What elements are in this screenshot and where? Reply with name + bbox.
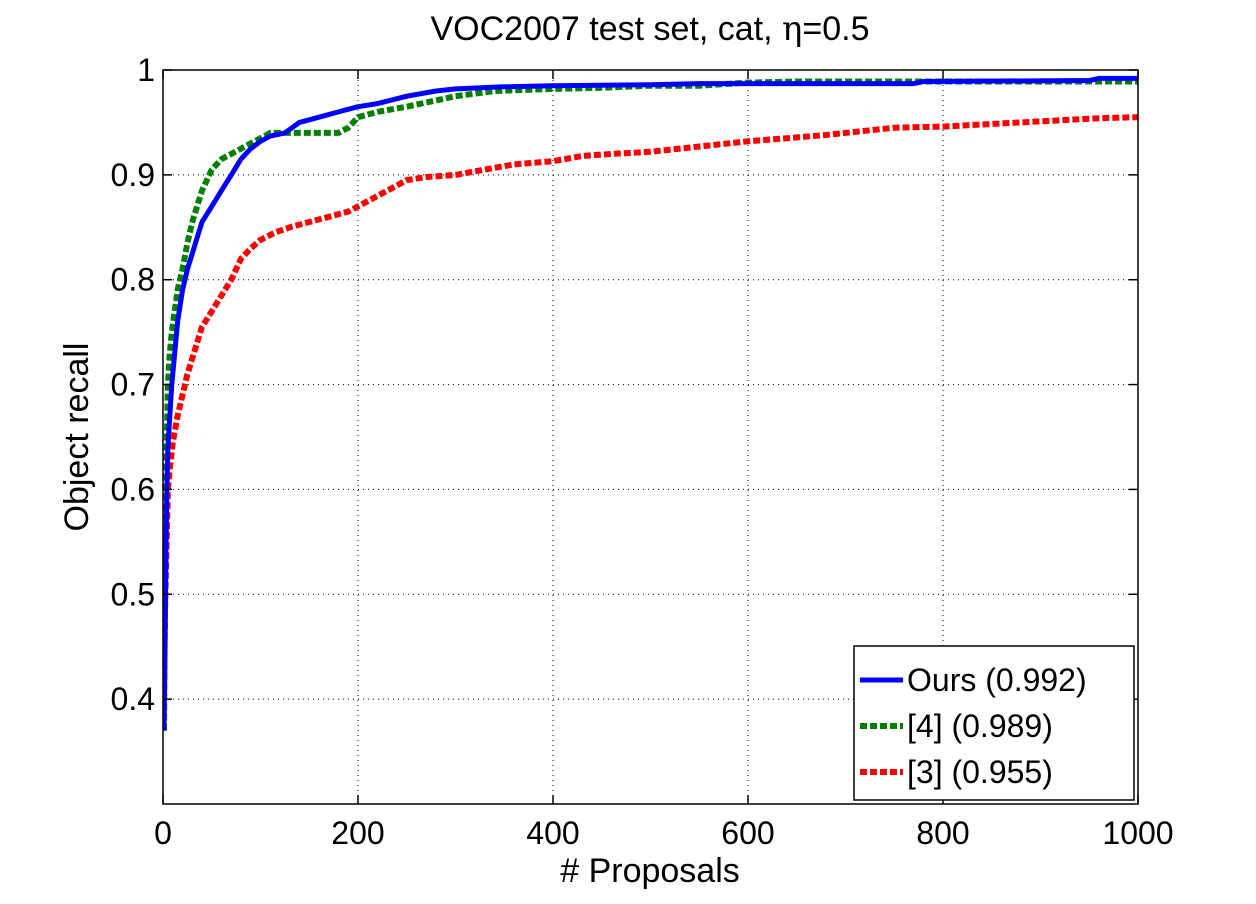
legend: Ours (0.992) [4] (0.989) [3] (0.955) xyxy=(853,645,1135,801)
x-tick-label: 0 xyxy=(154,815,172,851)
y-tick-label: 0.8 xyxy=(111,262,155,298)
y-tick-label: 0.9 xyxy=(111,157,155,193)
x-tick-label: 800 xyxy=(916,815,969,851)
x-tick-label: 600 xyxy=(721,815,774,851)
y-tick-label: 0.5 xyxy=(111,576,155,612)
y-tick-label: 1 xyxy=(137,52,155,88)
x-axis-label: # Proposals xyxy=(560,852,740,890)
legend-label-ours: Ours (0.992) xyxy=(907,662,1087,698)
y-tick-label: 0.7 xyxy=(111,367,155,403)
series-line-1 xyxy=(163,78,1138,731)
legend-label-ref3: [3] (0.955) xyxy=(907,754,1053,790)
x-tick-label: 400 xyxy=(526,815,579,851)
y-tick-label: 0.6 xyxy=(111,471,155,507)
x-tick-label: 200 xyxy=(331,815,384,851)
plot-frame xyxy=(162,69,1139,805)
y-tick-label: 0.4 xyxy=(111,681,155,717)
series-lines xyxy=(163,75,1138,731)
series-line-2 xyxy=(163,114,1138,700)
chart-title: VOC2007 test set, cat, η=0.5 xyxy=(430,9,869,49)
axis-ticks: 0 200 400 600 800 1000 0.4 0.5 0.6 0.7 0.8 0.9 1 xyxy=(111,52,1174,851)
x-tick-label: 1000 xyxy=(1102,815,1173,851)
legend-label-ref4: [4] (0.989) xyxy=(907,708,1053,744)
series-line-0 xyxy=(163,75,1138,731)
y-axis-label: Object recall xyxy=(58,343,96,532)
